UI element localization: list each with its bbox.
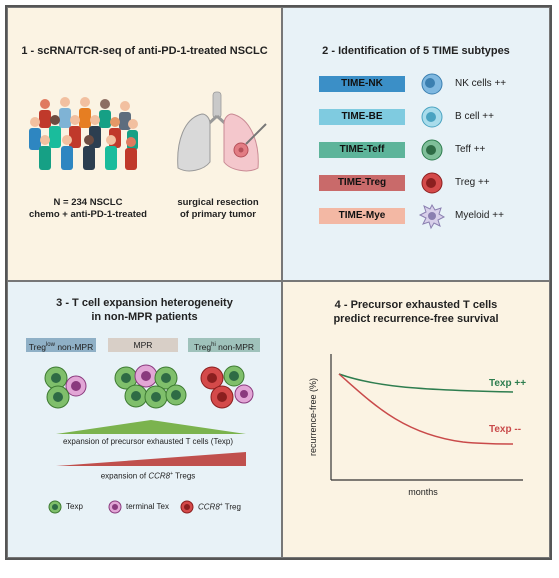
teff-cell-icon xyxy=(421,139,443,161)
treg-expansion-label: expansion of CCR8+ Tregs xyxy=(100,471,196,481)
surgery-label-2: of primary tumor xyxy=(179,209,256,220)
panel2-title: 2 - Identification of 5 TIME subtypes xyxy=(322,45,510,57)
texp-expansion-wedge xyxy=(56,420,246,434)
panel-time-subtypes: 2 - Identification of 5 TIME subtypes TI… xyxy=(282,7,550,281)
subtype-tag-mye: TIME-Mye xyxy=(319,208,405,224)
figure-frame xyxy=(5,5,552,560)
texp-expansion-label: expansion of precursor exhausted T cells… xyxy=(62,437,233,446)
panel4-title-1: 4 - Precursor exhausted T cells xyxy=(334,299,498,311)
treg-expansion-wedge xyxy=(56,452,246,466)
label-texp-plus: Texp ++ xyxy=(489,378,527,389)
group-treg-hi: Treghi non-MPR xyxy=(188,338,260,352)
surgery-label: surgical resection xyxy=(177,197,259,208)
subtype-cell-be: B cell ++ xyxy=(455,111,494,122)
treg-low-cells-icon xyxy=(44,366,87,409)
subtype-cell-mye: Myeloid ++ xyxy=(455,210,504,221)
mpr-cells-icon xyxy=(114,364,187,409)
subtype-tag-teff: TIME-Teff xyxy=(319,142,405,158)
curve-texp-minus xyxy=(338,373,514,445)
lung-icon xyxy=(177,91,267,172)
subtype-tag-treg: TIME-Treg xyxy=(319,175,405,191)
cohort-treatment: chemo + anti-PD-1-treated xyxy=(29,209,147,220)
ccr8-treg-legend-icon xyxy=(180,500,194,514)
group-mpr: MPR xyxy=(108,338,178,352)
panel-t-cell-expansion: 3 - T cell expansion heterogeneity in no… xyxy=(7,281,282,558)
subtype-cell-treg: Treg ++ xyxy=(455,177,490,188)
label-texp-minus: Texp -- xyxy=(489,424,522,435)
subtype-cell-teff: Teff ++ xyxy=(455,144,486,155)
subtype-tag-be: TIME-BE xyxy=(319,109,405,125)
panel1-title: 1 - scRNA/TCR-seq of anti-PD-1-treated N… xyxy=(21,45,268,57)
treg-cell-icon xyxy=(421,172,443,194)
panel3-title-2: in non-MPR patients xyxy=(91,311,198,323)
myeloid-cell-icon xyxy=(418,203,446,230)
panel-survival: 4 - Precursor exhausted T cells predict … xyxy=(282,281,550,558)
panel-scrna-seq: 1 - scRNA/TCR-seq of anti-PD-1-treated N… xyxy=(7,7,282,281)
cohort-size: N = 234 NSCLC xyxy=(53,197,123,208)
x-axis-label: months xyxy=(408,487,438,497)
curve-texp-plus xyxy=(338,373,514,393)
texp-legend-icon xyxy=(48,500,62,514)
panel4-title-2: predict recurrence-free survival xyxy=(333,313,499,325)
treg-hi-cells-icon xyxy=(200,365,254,409)
subtype-tag-nk: TIME-NK xyxy=(319,76,405,92)
people-group-icon xyxy=(29,97,138,170)
survival-plot xyxy=(330,354,523,481)
legend-texp: Texp xyxy=(66,502,83,511)
terminal-tex-legend-icon xyxy=(108,500,122,514)
nk-cell-icon xyxy=(421,73,443,95)
legend-terminal-tex: terminal Tex xyxy=(126,502,169,511)
b-cell-icon xyxy=(421,106,443,128)
legend-ccr8-treg: CCR8+ Treg xyxy=(198,502,241,512)
y-axis-label: recurrence-free (%) xyxy=(308,377,318,457)
group-treg-low: Treglow non-MPR xyxy=(26,338,96,352)
panel3-title-1: 3 - T cell expansion heterogeneity xyxy=(56,297,233,309)
subtype-cell-nk: NK cells ++ xyxy=(455,78,507,89)
